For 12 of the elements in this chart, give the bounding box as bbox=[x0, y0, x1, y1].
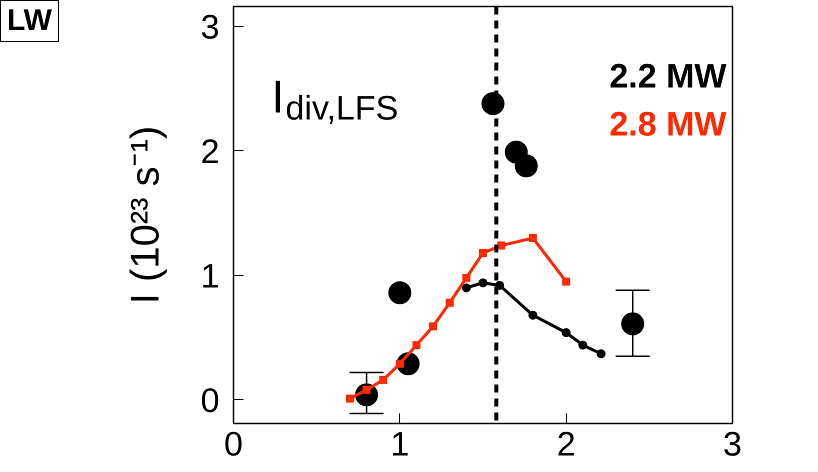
text: 2.2 MW bbox=[609, 58, 728, 96]
y-axis-title: I (10²³ s⁻¹) bbox=[124, 126, 168, 304]
y-tick-label: 1 bbox=[200, 257, 220, 296]
text: LW bbox=[0, 0, 59, 42]
y-tick-label: 0 bbox=[200, 382, 220, 420]
x-tick-label: 1 bbox=[390, 426, 410, 464]
x-tick-label: 2 bbox=[556, 426, 576, 464]
text: 2.8 MW bbox=[609, 106, 728, 144]
x-tick-label: 3 bbox=[723, 426, 742, 464]
y-tick-label: 3 bbox=[200, 8, 220, 46]
x-tick-label: 0 bbox=[224, 426, 243, 464]
y-tick-label: 2 bbox=[200, 132, 220, 171]
